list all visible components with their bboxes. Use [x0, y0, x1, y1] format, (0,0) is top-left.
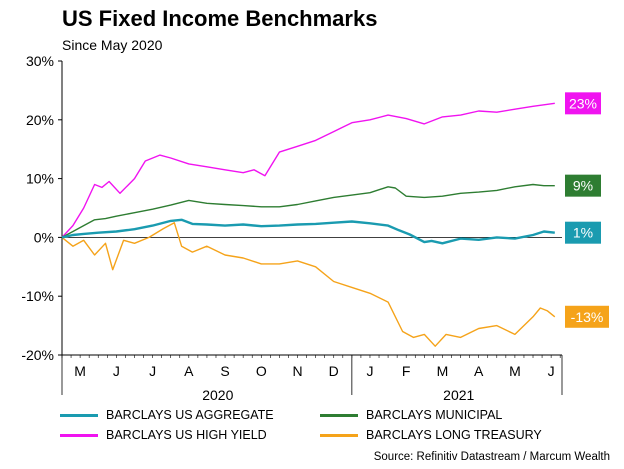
- end-label-badge: 23%: [565, 92, 601, 115]
- legend-item-municipal: BARCLAYS MUNICIPAL: [320, 408, 502, 422]
- legend-item-aggregate: BARCLAYS US AGGREGATE: [60, 408, 274, 422]
- end-label-bg: [565, 174, 601, 197]
- x-tick-label: M: [509, 363, 521, 379]
- x-tick-label: M: [437, 363, 449, 379]
- legend-item-high-yield: BARCLAYS US HIGH YIELD: [60, 428, 267, 442]
- end-label-text: 23%: [569, 95, 597, 111]
- legend-swatch: [60, 433, 98, 437]
- y-tick-label: 30%: [26, 53, 54, 69]
- x-tick-label: A: [184, 363, 194, 379]
- y-tick-label: 0%: [34, 229, 54, 245]
- source-note: Source: Refinitiv Datastream / Marcum We…: [373, 451, 610, 463]
- legend-swatch: [320, 433, 358, 437]
- x-tick-label: J: [366, 363, 373, 379]
- x-tick-label: S: [220, 363, 229, 379]
- x-tick-label: M: [74, 363, 86, 379]
- end-label-text: -13%: [571, 309, 604, 325]
- legend-swatch: [320, 413, 358, 417]
- chart-subtitle: Since May 2020: [62, 37, 163, 53]
- legend-label: BARCLAYS MUNICIPAL: [366, 408, 503, 422]
- legend-label: BARCLAYS US AGGREGATE: [106, 408, 274, 422]
- legend: BARCLAYS US AGGREGATE BARCLAYS MUNICIPAL…: [60, 408, 600, 448]
- x-tick-label: J: [548, 363, 555, 379]
- series-line-barclays-municipal: [61, 183, 555, 239]
- x-tick-label: A: [474, 363, 484, 379]
- x-tick-label: J: [149, 363, 156, 379]
- x-tick-label: F: [402, 363, 411, 379]
- series-line-barclays-us-aggregate: [61, 218, 555, 245]
- end-label-text: 1%: [573, 225, 593, 241]
- end-label-badge: 1%: [565, 221, 601, 244]
- end-label-badge: 9%: [565, 174, 601, 197]
- y-tick-label: 20%: [26, 112, 54, 128]
- year-label: 2021: [443, 387, 474, 403]
- y-tick-label: 10%: [26, 171, 54, 187]
- legend-label: BARCLAYS US HIGH YIELD: [106, 428, 267, 442]
- end-label-bg: [565, 221, 601, 244]
- x-tick-label: O: [256, 363, 267, 379]
- y-tick-label: -20%: [21, 347, 54, 363]
- end-label-bg: [565, 92, 601, 115]
- year-label: 2020: [202, 387, 233, 403]
- x-tick-label: J: [113, 363, 120, 379]
- legend-item-long-treasury: BARCLAYS LONG TREASURY: [320, 428, 542, 442]
- series-line-barclays-us-high-yield: [61, 102, 555, 238]
- legend-label: BARCLAYS LONG TREASURY: [366, 428, 542, 442]
- end-label-badge: -13%: [565, 305, 609, 328]
- y-tick-label: -10%: [21, 288, 54, 304]
- chart-title: US Fixed Income Benchmarks: [62, 6, 378, 31]
- x-tick-label: N: [292, 363, 302, 379]
- legend-swatch: [60, 413, 98, 417]
- x-tick-label: D: [329, 363, 339, 379]
- series-line-barclays-long-treasury: [61, 221, 556, 347]
- end-label-bg: [565, 305, 609, 328]
- end-label-text: 9%: [573, 178, 593, 194]
